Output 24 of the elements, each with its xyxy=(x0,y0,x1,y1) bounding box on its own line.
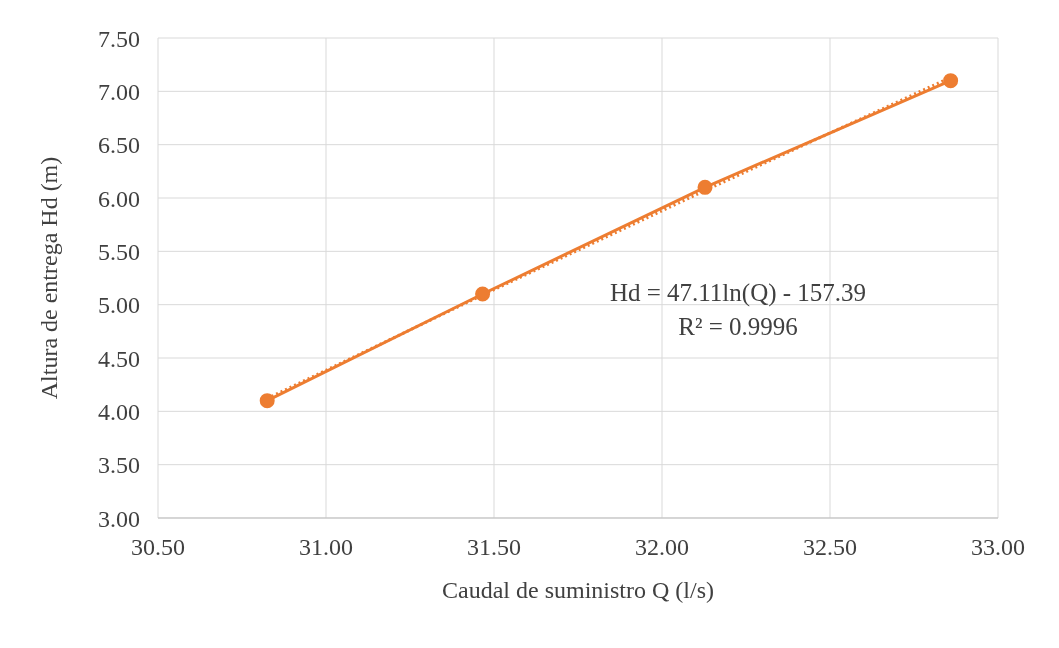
y-tick-label: 5.00 xyxy=(98,292,140,319)
point xyxy=(259,393,275,409)
y-tick-label: 6.50 xyxy=(98,132,140,159)
x-tick-label: 31.00 xyxy=(299,534,353,561)
point xyxy=(943,73,959,89)
annotation: R² = 0.9996 xyxy=(677,312,799,342)
point xyxy=(697,179,713,195)
x-tick-label: 32.00 xyxy=(635,534,689,561)
x-tick-label: 32.50 xyxy=(803,534,857,561)
y-axis-title: Altura de entrega Hd (m) xyxy=(35,156,62,400)
x-axis-title: Caudal de suministro Q (l/s) xyxy=(442,577,714,603)
y-tick-label: 5.50 xyxy=(98,238,140,265)
y-tick-label: 3.50 xyxy=(98,452,140,479)
y-tick-label: 4.00 xyxy=(98,398,140,425)
point xyxy=(475,286,491,302)
x-tick-label: 33.00 xyxy=(971,534,1025,561)
y-tick-label: 6.00 xyxy=(98,185,140,212)
x-tick-label: 30.50 xyxy=(131,534,185,561)
y-tick-label: 4.50 xyxy=(98,345,140,372)
x-tick-label: 31.50 xyxy=(467,534,521,561)
y-tick-label: 7.00 xyxy=(98,78,140,105)
annotation: Hd = 47.11ln(Q) - 157.39 xyxy=(608,278,868,309)
y-tick-label: 3.00 xyxy=(98,505,140,532)
y-tick-label: 7.50 xyxy=(98,25,140,52)
